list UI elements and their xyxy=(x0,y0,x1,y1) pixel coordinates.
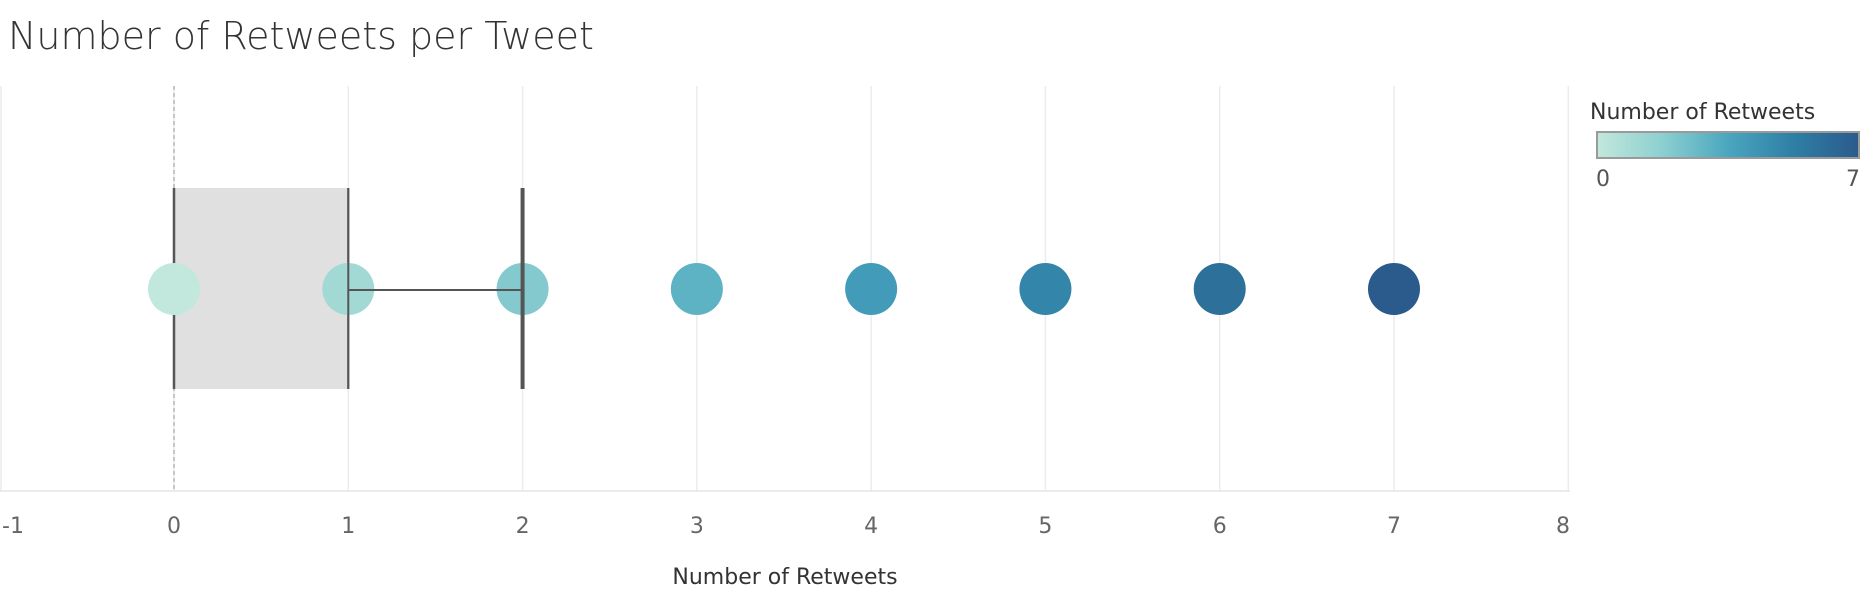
box-overlay xyxy=(174,263,349,315)
data-point xyxy=(1368,263,1420,315)
x-tick-label: 0 xyxy=(167,514,181,539)
x-tick-label: -1 xyxy=(2,514,24,539)
legend-title: Number of Retweets xyxy=(1590,100,1816,125)
x-tick-label: 3 xyxy=(690,514,704,539)
color-legend: Number of Retweets 0 7 xyxy=(1590,100,1860,192)
data-point xyxy=(1019,263,1072,315)
data-points xyxy=(148,188,1420,389)
x-tick-label: 6 xyxy=(1213,514,1227,539)
x-tick-label: 7 xyxy=(1387,514,1401,539)
box-iqr xyxy=(174,188,349,389)
legend-max-label: 7 xyxy=(1846,167,1860,192)
data-point xyxy=(845,263,898,315)
x-tick-label: 8 xyxy=(1556,514,1570,539)
x-tick-label: 4 xyxy=(864,514,878,539)
legend-color-ramp xyxy=(1596,131,1860,159)
x-axis-title: Number of Retweets xyxy=(672,565,897,590)
chart-title: Number of Retweets per Tweet xyxy=(8,14,594,58)
x-tick-label: 5 xyxy=(1038,514,1052,539)
boxplot xyxy=(172,188,350,389)
data-point xyxy=(1193,263,1246,315)
legend-labels: 0 7 xyxy=(1596,159,1860,192)
data-point xyxy=(670,263,723,315)
legend-min-label: 0 xyxy=(1596,167,1610,192)
data-point xyxy=(148,263,200,315)
x-tick-label: 1 xyxy=(341,514,355,539)
x-tick-label: 2 xyxy=(516,514,530,539)
x-axis: -1 0 1 2 3 4 5 6 7 8 xyxy=(0,490,1570,539)
